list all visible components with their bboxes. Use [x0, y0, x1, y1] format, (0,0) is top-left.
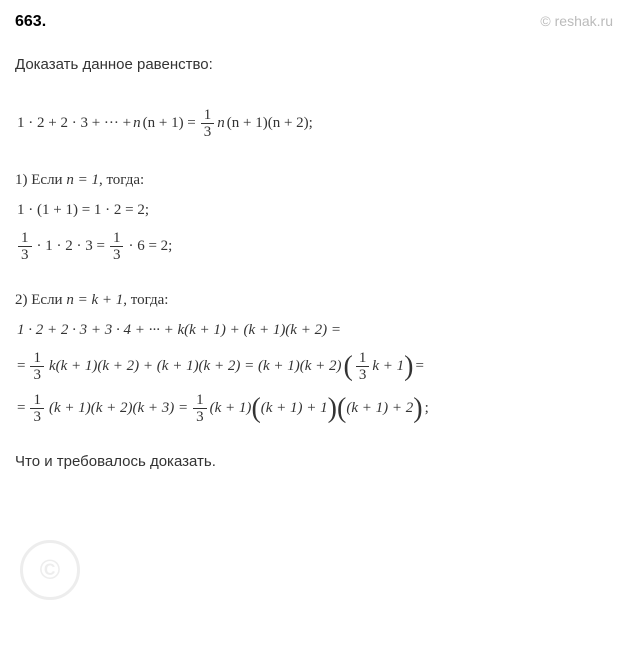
step2-line1: 1 · 2 + 2 · 3 + 3 · 4 + ··· + k(k + 1) +…: [15, 319, 613, 342]
main-equation-line: 1 · 2 + 2 · 3 + ··· + n (n + 1) = 1 3 n …: [15, 107, 613, 141]
step1-title: 1) Если n = 1, тогда:: [15, 169, 613, 192]
step-1: 1) Если n = 1, тогда: 1 · (1 + 1) = 1 · …: [15, 169, 613, 264]
fraction-icon: 1 3: [18, 230, 32, 264]
header: 663. © reshak.ru: [15, 10, 613, 34]
step2-line2: = 1 3 k(k + 1)(k + 2) + (k + 1)(k + 2) =…: [15, 350, 613, 384]
main-equation: 1 · 2 + 2 · 3 + ··· + n (n + 1) = 1 3 n …: [15, 107, 613, 141]
watermark-top: © reshak.ru: [540, 11, 613, 32]
problem-number: 663.: [15, 10, 46, 34]
step2-title: 2) Если n = k + 1, тогда:: [15, 289, 613, 312]
step2-line3: = 1 3 (k + 1)(k + 2)(k + 3) = 1 3 (k + 1…: [15, 392, 613, 426]
fraction-icon: 1 3: [356, 350, 370, 384]
fraction-icon: 1 3: [30, 392, 44, 426]
fraction-icon: 1 3: [30, 350, 44, 384]
task-title: Доказать данное равенство:: [15, 54, 613, 77]
fraction-icon: 1 3: [110, 230, 124, 264]
step1-line2: 1 3 · 1 · 2 · 3 = 1 3 · 6 = 2;: [15, 230, 613, 264]
fraction-icon: 1 3: [193, 392, 207, 426]
conclusion: Что и требовалось доказать.: [15, 451, 613, 474]
fraction-icon: 1 3: [201, 107, 215, 141]
watermark-circle-icon: ©: [20, 540, 80, 600]
step1-line1: 1 · (1 + 1) = 1 · 2 = 2;: [15, 199, 613, 222]
step-2: 2) Если n = k + 1, тогда: 1 · 2 + 2 · 3 …: [15, 289, 613, 426]
